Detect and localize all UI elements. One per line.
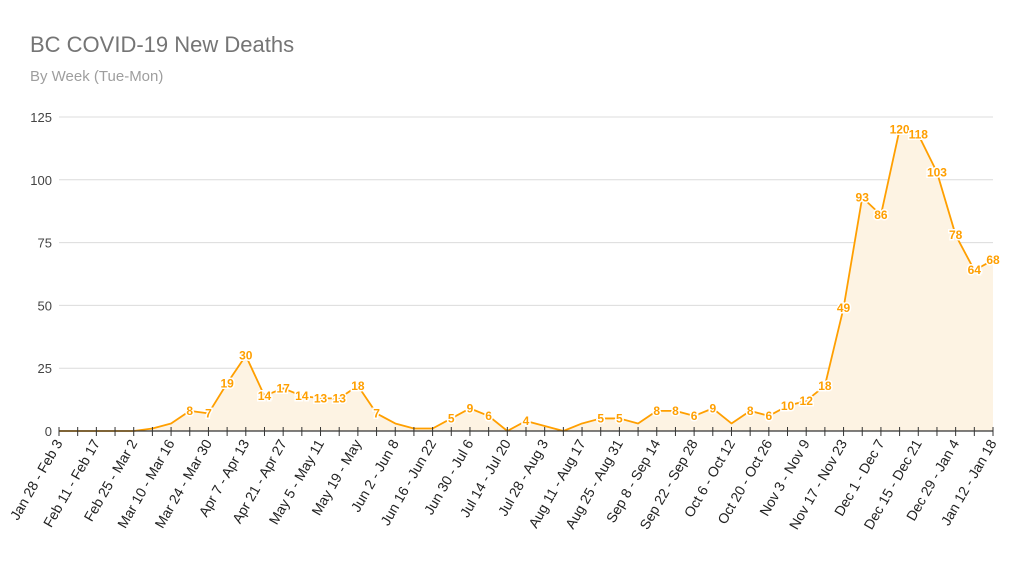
data-label: 9: [467, 401, 474, 415]
data-label: 13: [333, 391, 347, 405]
data-label: 4: [523, 414, 530, 428]
y-tick-label: 25: [38, 361, 52, 376]
data-label: 9: [709, 401, 716, 415]
data-label: 7: [373, 406, 380, 420]
area-fill: [59, 129, 993, 431]
y-tick-label: 0: [45, 424, 52, 439]
data-label: 93: [856, 190, 870, 204]
data-label: 5: [448, 411, 455, 425]
data-label: 5: [616, 411, 623, 425]
chart-title: BC COVID-19 New Deaths: [30, 32, 295, 57]
data-label: 12: [800, 394, 814, 408]
data-label: 17: [276, 381, 290, 395]
data-label: 68: [986, 253, 1000, 267]
data-label: 10: [781, 399, 795, 413]
data-label: 18: [818, 379, 832, 393]
data-label: 49: [837, 301, 851, 315]
data-label: 13: [314, 391, 328, 405]
data-label: 19: [220, 376, 234, 390]
y-tick-label: 125: [30, 110, 52, 125]
chart-subtitle: By Week (Tue-Mon): [30, 68, 164, 85]
y-tick-label: 50: [38, 298, 52, 313]
data-label: 86: [874, 208, 888, 222]
data-label: 14: [295, 389, 309, 403]
data-label: 18: [351, 379, 365, 393]
data-label: 8: [672, 404, 679, 418]
series-line: [59, 128, 994, 432]
y-tick-label: 100: [30, 173, 52, 188]
data-label: 8: [653, 404, 660, 418]
data-label: 30: [239, 349, 253, 363]
data-label: 8: [747, 404, 754, 418]
data-label: 118: [909, 128, 929, 142]
data-label: 6: [691, 409, 698, 423]
data-label: 64: [968, 263, 982, 277]
data-label: 103: [927, 165, 947, 179]
data-label: 120: [890, 123, 910, 137]
y-tick-label: 75: [38, 236, 52, 251]
data-label: 14: [258, 389, 272, 403]
data-label: 7: [205, 406, 212, 420]
data-label: 5: [597, 411, 604, 425]
data-label: 6: [485, 409, 492, 423]
data-label: 8: [186, 404, 193, 418]
data-label: 6: [765, 409, 772, 423]
data-label: 78: [949, 228, 963, 242]
